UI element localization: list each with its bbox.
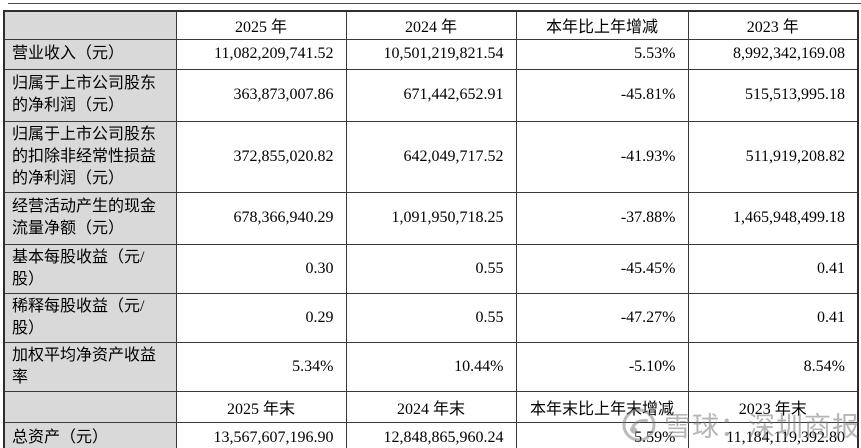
header-year-end-change: 本年末比上年末增减 bbox=[515, 390, 689, 423]
table-row-basic-eps: 基本每股收益（元/股） 0.30 0.55 -45.45% 0.41 bbox=[3, 243, 859, 294]
cell-change: 5.53% bbox=[515, 38, 689, 70]
row-label: 稀释每股收益（元/股） bbox=[3, 292, 177, 343]
cell-2025: 0.29 bbox=[175, 292, 347, 343]
cell-change: -37.88% bbox=[515, 191, 689, 245]
cell-change: -45.45% bbox=[515, 243, 689, 294]
cell-2024: 0.55 bbox=[345, 243, 517, 294]
cell-2023: 515,513,995.18 bbox=[687, 68, 859, 122]
table-row-net-profit-excl-nonrecurring: 归属于上市公司股东的扣除非经常性损益的净利润（元） 372,855,020.82… bbox=[3, 120, 859, 193]
row-label: 加权平均净资产收益率 bbox=[3, 341, 177, 392]
header-2025-end: 2025 年末 bbox=[175, 390, 347, 423]
cell-2023: 11,184,119,392.80 bbox=[687, 421, 859, 448]
cell-2023: 0.41 bbox=[687, 243, 859, 294]
row-label: 营业收入（元） bbox=[3, 38, 177, 70]
header-empty-cell bbox=[3, 390, 177, 423]
table-row-net-profit: 归属于上市公司股东的净利润（元） 363,873,007.86 671,442,… bbox=[3, 68, 859, 122]
cell-change: -41.93% bbox=[515, 120, 689, 193]
row-label: 归属于上市公司股东的净利润（元） bbox=[3, 68, 177, 122]
cell-2025: 678,366,940.29 bbox=[175, 191, 347, 245]
top-divider-rule bbox=[8, 3, 861, 4]
header-2025: 2025 年 bbox=[175, 10, 347, 40]
cell-2025: 372,855,020.82 bbox=[175, 120, 347, 193]
cell-change: -47.27% bbox=[515, 292, 689, 343]
cell-change: 5.59% bbox=[515, 421, 689, 448]
header-2023-end: 2023 年末 bbox=[687, 390, 859, 423]
cell-2023: 1,465,948,499.18 bbox=[687, 191, 859, 245]
cell-2024: 671,442,652.91 bbox=[345, 68, 517, 122]
cell-2023: 0.41 bbox=[687, 292, 859, 343]
cell-2025: 5.34% bbox=[175, 341, 347, 392]
table-row-total-assets: 总资产（元） 13,567,607,196.90 12,848,865,960.… bbox=[3, 421, 859, 448]
row-label: 经营活动产生的现金流量净额（元） bbox=[3, 191, 177, 245]
cell-2024: 10,501,219,821.54 bbox=[345, 38, 517, 70]
header-2024: 2024 年 bbox=[345, 10, 517, 40]
cell-2025: 13,567,607,196.90 bbox=[175, 421, 347, 448]
cell-2023: 8.54% bbox=[687, 341, 859, 392]
cell-2023: 511,919,208.82 bbox=[687, 120, 859, 193]
header-row-annual: 2025 年 2024 年 本年比上年增减 2023 年 bbox=[3, 10, 859, 40]
cell-change: -45.81% bbox=[515, 68, 689, 122]
cell-2024: 642,049,717.52 bbox=[345, 120, 517, 193]
header-empty-cell bbox=[3, 10, 177, 40]
cell-2025: 11,082,209,741.52 bbox=[175, 38, 347, 70]
cell-change: -5.10% bbox=[515, 341, 689, 392]
cell-2024: 12,848,865,960.24 bbox=[345, 421, 517, 448]
financial-summary-table: 2025 年 2024 年 本年比上年增减 2023 年 营业收入（元） 11,… bbox=[3, 10, 859, 448]
table-row-diluted-eps: 稀释每股收益（元/股） 0.29 0.55 -47.27% 0.41 bbox=[3, 292, 859, 343]
row-label: 归属于上市公司股东的扣除非经常性损益的净利润（元） bbox=[3, 120, 177, 193]
header-yoy-change: 本年比上年增减 bbox=[515, 10, 689, 40]
table-row-operating-cash-flow: 经营活动产生的现金流量净额（元） 678,366,940.29 1,091,95… bbox=[3, 191, 859, 245]
cell-2024: 1,091,950,718.25 bbox=[345, 191, 517, 245]
header-row-year-end: 2025 年末 2024 年末 本年末比上年末增减 2023 年末 bbox=[3, 390, 859, 423]
cell-2025: 0.30 bbox=[175, 243, 347, 294]
header-2024-end: 2024 年末 bbox=[345, 390, 517, 423]
row-label: 基本每股收益（元/股） bbox=[3, 243, 177, 294]
table-row-revenue: 营业收入（元） 11,082,209,741.52 10,501,219,821… bbox=[3, 38, 859, 70]
cell-2023: 8,992,342,169.08 bbox=[687, 38, 859, 70]
table-row-weighted-avg-roe: 加权平均净资产收益率 5.34% 10.44% -5.10% 8.54% bbox=[3, 341, 859, 392]
cell-2024: 0.55 bbox=[345, 292, 517, 343]
header-2023: 2023 年 bbox=[687, 10, 859, 40]
row-label: 总资产（元） bbox=[3, 421, 177, 448]
cell-2024: 10.44% bbox=[345, 341, 517, 392]
cell-2025: 363,873,007.86 bbox=[175, 68, 347, 122]
